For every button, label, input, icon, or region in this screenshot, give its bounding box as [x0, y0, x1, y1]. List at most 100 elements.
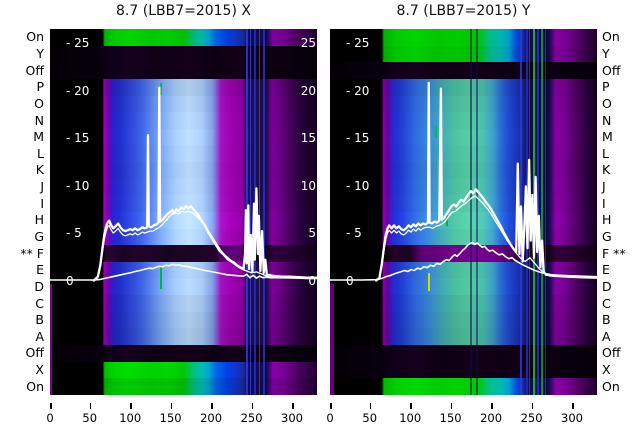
stripe-line [259, 29, 260, 395]
channel-label: F ** [602, 245, 626, 261]
channel-label: M [602, 129, 613, 145]
x-tick-label: 200 [480, 411, 503, 425]
channel-label: A [602, 328, 611, 344]
x-tick-label: 0 [46, 411, 54, 425]
y-tick-label-right: 25 [300, 36, 316, 50]
y-tick-label-right: 20 [300, 83, 316, 98]
heatmap-row [330, 95, 597, 113]
x-tick-label: 200 [200, 411, 223, 425]
y-tick-label: - 10 [346, 178, 370, 193]
channel-label: O [602, 95, 612, 111]
channel-label: X [602, 362, 611, 378]
x-tick-label: 300 [561, 411, 583, 425]
stripe-line [476, 29, 478, 395]
x-tick [369, 403, 372, 409]
x-tick [410, 403, 412, 409]
channel-label: D [34, 278, 44, 294]
y-tick-label-right: 5 [308, 226, 316, 240]
heatmap-row [330, 261, 597, 280]
x-tick-label: 250 [520, 411, 543, 425]
marker-tick [160, 83, 162, 95]
heatmap-row [50, 178, 317, 196]
channel-label: G [602, 228, 612, 244]
heatmap-row [330, 212, 597, 230]
heatmap-row [50, 245, 317, 263]
channel-label: B [35, 312, 44, 328]
y-tick-label-right: 15 [300, 131, 316, 145]
channel-label: O [34, 95, 44, 111]
x-tick [531, 403, 534, 409]
stripe-line [533, 29, 535, 395]
channel-label: K [602, 162, 611, 178]
y-tick-label: 0 [346, 273, 354, 288]
heatmap-row [50, 328, 317, 346]
heatmap-row [330, 62, 597, 80]
channel-label: H [602, 212, 612, 228]
heatmap-area: - 25 25 - 20 20 - 15 15 - 10 10 - 5 5 0 0 [50, 29, 317, 395]
heatmap-row [50, 212, 317, 230]
channel-label: Off [602, 345, 621, 361]
stripe-line [246, 29, 248, 395]
heatmap-row [50, 195, 317, 213]
channel-label: J [602, 179, 606, 195]
stripe-line [263, 29, 265, 395]
heatmap-area: - 25 - 20 - 15 - 10 - 5 0 [330, 29, 597, 395]
heatmap-row [330, 311, 597, 329]
x-tick-label: 150 [159, 411, 182, 425]
edge-strip [50, 284, 52, 395]
heatmap-row [50, 278, 317, 296]
heatmap-row [50, 162, 317, 180]
heatmap-row [330, 162, 597, 180]
heatmap-row [50, 95, 317, 113]
heatmap-row [50, 228, 317, 246]
heatmap-row [50, 261, 317, 280]
channel-label: C [35, 295, 44, 311]
y-tick-label: - 20 [346, 83, 370, 98]
channel-label: C [602, 295, 611, 311]
x-tick [130, 403, 132, 409]
channel-label: B [602, 312, 611, 328]
x-tick-label: 50 [82, 411, 98, 425]
channel-label: Off [602, 62, 621, 78]
y-tick-label: - 20 [66, 83, 90, 98]
heatmap-row [50, 62, 317, 80]
channel-label: P [602, 79, 610, 95]
channel-label: N [602, 112, 612, 128]
edge-strip [330, 284, 334, 395]
x-tick-label: 250 [240, 411, 263, 425]
x-tick [450, 403, 453, 409]
heatmap-row [330, 112, 597, 130]
channel-label: D [602, 278, 612, 294]
panel-y-title: 8.7 (LBB7=2015) Y [396, 3, 531, 19]
x-tick-label: 150 [439, 411, 462, 425]
channel-label: On [26, 378, 44, 394]
channel-label: E [602, 262, 610, 278]
x-tick [572, 403, 574, 409]
x-tick-label: 100 [399, 411, 422, 425]
y-tick-label: - 5 [346, 226, 362, 240]
y-tick-label-right: 0 [308, 273, 316, 288]
heatmap-row [50, 145, 317, 163]
x-tick-label: 100 [119, 411, 142, 425]
x-tick-label: 50 [362, 411, 378, 425]
y-tick-label: - 25 [346, 36, 370, 50]
heatmap-row [50, 311, 317, 329]
channel-label: K [35, 162, 44, 178]
channel-label: G [34, 228, 44, 244]
y-tick-label: 0 [66, 273, 74, 288]
heatmap-row [50, 45, 317, 63]
channel-label: Off [25, 62, 44, 78]
channel-label: On [602, 378, 620, 394]
stripe-line [254, 29, 256, 395]
x-tick [491, 403, 493, 409]
heatmap-row [330, 195, 597, 213]
heatmap-row [50, 128, 317, 146]
heatmap-row [330, 361, 597, 379]
x-tick [89, 403, 92, 409]
x-tick [170, 403, 173, 409]
marker-tick [435, 126, 437, 138]
y-tick-label-right: 10 [300, 178, 316, 193]
stripe-line [250, 29, 251, 395]
channel-label: J [40, 179, 44, 195]
